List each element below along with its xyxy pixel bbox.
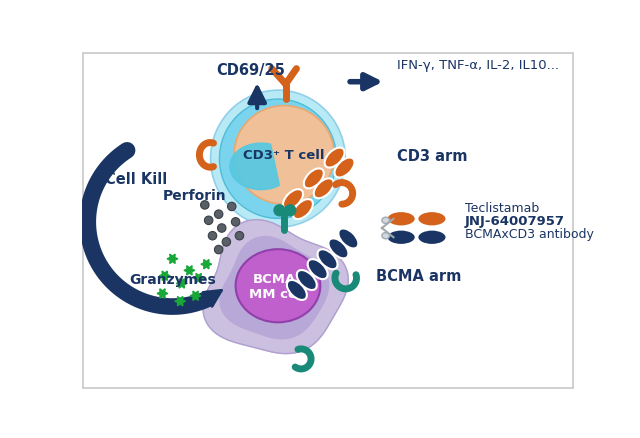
Text: JNJ-64007957: JNJ-64007957 [465, 215, 565, 228]
Text: CD3 arm: CD3 arm [397, 149, 468, 164]
Ellipse shape [387, 212, 416, 227]
Text: BCMA⁺
MM cell: BCMA⁺ MM cell [250, 272, 307, 300]
Polygon shape [175, 297, 186, 306]
Ellipse shape [335, 158, 355, 178]
Ellipse shape [287, 280, 307, 300]
Polygon shape [230, 144, 279, 190]
Ellipse shape [314, 179, 333, 199]
Polygon shape [220, 237, 328, 339]
Polygon shape [167, 254, 178, 264]
Circle shape [218, 224, 226, 233]
Ellipse shape [417, 230, 447, 245]
Text: BCMA arm: BCMA arm [376, 269, 461, 284]
Text: CD69/25: CD69/25 [216, 63, 285, 78]
Text: IFN-γ, TNF-α, IL-2, IL10...: IFN-γ, TNF-α, IL-2, IL10... [397, 59, 559, 72]
Polygon shape [157, 289, 168, 298]
Ellipse shape [324, 148, 344, 168]
Ellipse shape [387, 230, 416, 245]
Text: BCMAxCD3 antibody: BCMAxCD3 antibody [465, 228, 594, 241]
Polygon shape [190, 291, 201, 301]
Polygon shape [201, 260, 212, 269]
Circle shape [284, 205, 296, 217]
Text: Cell Kill: Cell Kill [105, 172, 167, 187]
Circle shape [214, 210, 223, 219]
Polygon shape [176, 279, 187, 289]
Polygon shape [159, 272, 170, 281]
Circle shape [222, 238, 230, 247]
Circle shape [236, 232, 244, 240]
Text: CD3⁺ T cell: CD3⁺ T cell [243, 149, 325, 162]
Circle shape [232, 218, 240, 226]
Circle shape [227, 203, 236, 211]
Ellipse shape [382, 233, 390, 239]
Ellipse shape [417, 212, 447, 227]
Ellipse shape [220, 100, 337, 219]
Circle shape [200, 201, 209, 210]
Ellipse shape [283, 190, 303, 210]
Circle shape [273, 205, 285, 217]
Circle shape [208, 232, 217, 240]
Ellipse shape [304, 169, 324, 189]
Ellipse shape [234, 106, 334, 205]
Polygon shape [193, 274, 204, 283]
Text: Perforin: Perforin [163, 188, 226, 202]
Ellipse shape [328, 239, 348, 259]
Ellipse shape [297, 270, 317, 290]
Polygon shape [203, 220, 348, 354]
Ellipse shape [308, 260, 328, 279]
Text: Granzymes: Granzymes [129, 273, 216, 287]
Ellipse shape [382, 218, 390, 224]
Ellipse shape [293, 200, 313, 219]
Circle shape [214, 246, 223, 254]
Ellipse shape [317, 250, 337, 270]
Text: Teclistamab: Teclistamab [465, 201, 540, 215]
Ellipse shape [339, 229, 358, 249]
Polygon shape [184, 266, 195, 276]
Ellipse shape [236, 250, 320, 323]
Circle shape [204, 216, 213, 225]
FancyBboxPatch shape [83, 54, 573, 388]
Ellipse shape [211, 91, 346, 228]
